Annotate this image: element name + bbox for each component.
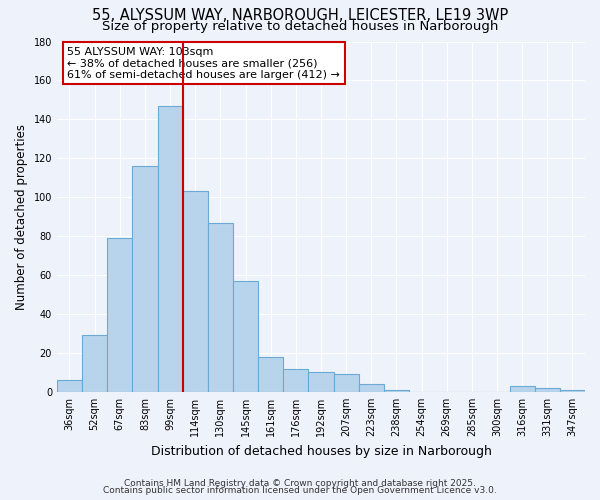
- Text: 55 ALYSSUM WAY: 103sqm
← 38% of detached houses are smaller (256)
61% of semi-de: 55 ALYSSUM WAY: 103sqm ← 38% of detached…: [67, 47, 340, 80]
- Bar: [258, 357, 283, 392]
- Text: Contains public sector information licensed under the Open Government Licence v3: Contains public sector information licen…: [103, 486, 497, 495]
- Text: Size of property relative to detached houses in Narborough: Size of property relative to detached ho…: [102, 20, 498, 33]
- Bar: [560, 390, 585, 392]
- Text: 55, ALYSSUM WAY, NARBOROUGH, LEICESTER, LE19 3WP: 55, ALYSSUM WAY, NARBOROUGH, LEICESTER, …: [92, 8, 508, 22]
- Bar: [308, 372, 334, 392]
- Bar: [384, 390, 409, 392]
- Bar: [82, 336, 107, 392]
- Text: Contains HM Land Registry data © Crown copyright and database right 2025.: Contains HM Land Registry data © Crown c…: [124, 478, 476, 488]
- Bar: [334, 374, 359, 392]
- Bar: [208, 222, 233, 392]
- Bar: [158, 106, 182, 392]
- Bar: [283, 368, 308, 392]
- Y-axis label: Number of detached properties: Number of detached properties: [15, 124, 28, 310]
- Bar: [133, 166, 158, 392]
- Bar: [535, 388, 560, 392]
- Bar: [107, 238, 133, 392]
- X-axis label: Distribution of detached houses by size in Narborough: Distribution of detached houses by size …: [151, 444, 491, 458]
- Bar: [509, 386, 535, 392]
- Bar: [182, 192, 208, 392]
- Bar: [57, 380, 82, 392]
- Bar: [359, 384, 384, 392]
- Bar: [233, 281, 258, 392]
